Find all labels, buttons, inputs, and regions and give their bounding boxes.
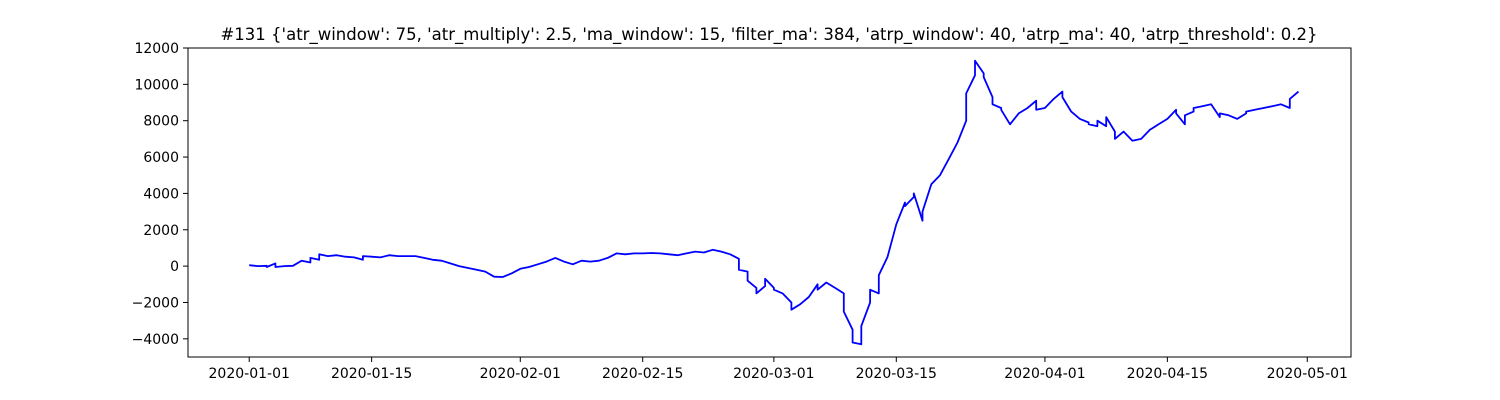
y-axis-ticks: −4000 −2000 0 2000 4000 6000 8000 10000 12000 bbox=[132, 41, 188, 348]
y-tick-label: 10000 bbox=[134, 77, 179, 93]
y-tick-label: 2000 bbox=[143, 223, 179, 239]
x-tick-label: 2020-05-01 bbox=[1267, 366, 1348, 382]
axes-frame bbox=[187, 47, 1352, 358]
x-axis-ticks: 2020-01-01 2020-01-15 2020-02-01 2020-02-15… bbox=[209, 357, 1348, 382]
x-tick-label: 2020-01-15 bbox=[331, 366, 412, 382]
x-tick-label: 2020-04-15 bbox=[1127, 366, 1208, 382]
x-tick-label: 2020-01-01 bbox=[209, 366, 290, 382]
x-tick-label: 2020-04-01 bbox=[1004, 366, 1085, 382]
y-tick-label: 12000 bbox=[134, 41, 179, 57]
y-tick-label: 8000 bbox=[143, 114, 179, 130]
y-tick-label: 0 bbox=[170, 259, 179, 275]
chart-title: #131 {'atr_window': 75, 'atr_multiply': … bbox=[220, 25, 1317, 45]
x-tick-label: 2020-02-15 bbox=[602, 366, 683, 382]
y-tick-label: −4000 bbox=[132, 332, 179, 348]
series-line bbox=[249, 59, 1300, 346]
x-tick-label: 2020-02-01 bbox=[480, 366, 561, 382]
y-tick-label: 6000 bbox=[143, 150, 179, 166]
x-tick-label: 2020-03-15 bbox=[856, 366, 937, 382]
y-tick-label: −2000 bbox=[132, 295, 179, 311]
x-tick-label: 2020-03-01 bbox=[733, 366, 814, 382]
y-tick-label: 4000 bbox=[143, 186, 179, 202]
